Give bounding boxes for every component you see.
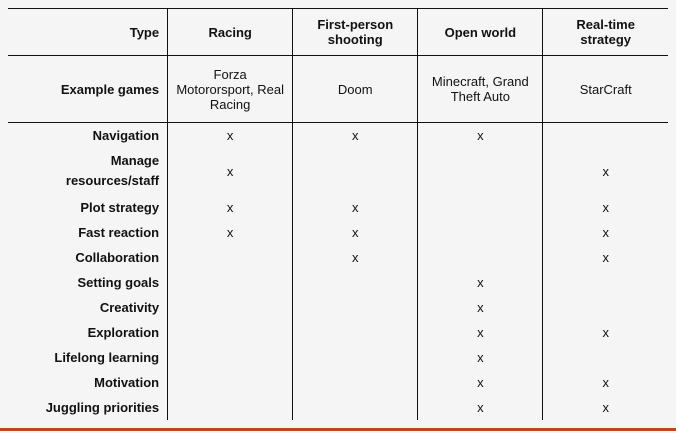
- mark-cell: x: [542, 369, 668, 395]
- mark-cell: x: [542, 319, 668, 345]
- table-row: Navigation x x x: [8, 122, 668, 148]
- mark-cell: [417, 147, 543, 195]
- row-label: Juggling priorities: [45, 399, 160, 415]
- accent-rule: [0, 428, 676, 431]
- row-label: Navigation: [92, 127, 160, 143]
- mark-cell: [167, 244, 293, 270]
- mark-cell: [292, 319, 418, 345]
- mark-cell: x: [542, 194, 668, 220]
- row-label: Lifelong learning: [54, 349, 160, 365]
- example-rts: StarCraft: [542, 55, 668, 123]
- mark-cell: x: [417, 319, 543, 345]
- mark-cell: [292, 344, 418, 370]
- mark-cell: [542, 122, 668, 148]
- mark-cell: x: [417, 269, 543, 295]
- mark-cell: [167, 369, 293, 395]
- mark-cell: x: [167, 194, 293, 220]
- mark-cell: [417, 194, 543, 220]
- mark-cell: [542, 344, 668, 370]
- mark-cell: x: [167, 122, 293, 148]
- row-label: Motivation: [94, 374, 160, 390]
- table-row: Fast reaction x x x: [8, 219, 668, 245]
- column-header-racing: Racing: [167, 8, 293, 56]
- table-row: Creativity x: [8, 294, 668, 320]
- table-row: Manage resources/staff x x: [8, 147, 668, 195]
- mark-cell: x: [167, 219, 293, 245]
- mark-cell: x: [417, 394, 543, 420]
- mark-cell: [167, 394, 293, 420]
- example-games-label: Example games: [60, 81, 160, 97]
- mark-cell: [292, 147, 418, 195]
- column-header-open-world: Open world: [417, 8, 543, 56]
- table-row: Juggling priorities x x: [8, 394, 668, 420]
- column-header-rts: Real-time strategy: [542, 8, 668, 56]
- row-label: Manage resources/staff: [65, 153, 160, 188]
- table-row: Plot strategy x x x: [8, 194, 668, 220]
- table-row: Exploration x x: [8, 319, 668, 345]
- mark-cell: x: [542, 219, 668, 245]
- mark-cell: [292, 294, 418, 320]
- example-fps: Doom: [292, 55, 418, 123]
- mark-cell: [542, 294, 668, 320]
- mark-cell: [167, 344, 293, 370]
- column-header-fps: First-person shooting: [292, 8, 418, 56]
- mark-cell: x: [542, 394, 668, 420]
- row-label: Plot strategy: [80, 199, 160, 215]
- game-type-skills-table: Type Racing First-person shooting Open w…: [8, 8, 668, 420]
- table-row: Setting goals x: [8, 269, 668, 295]
- example-games-row: Example games Forza Motororsport, Real R…: [8, 55, 668, 123]
- row-label: Creativity: [99, 299, 160, 315]
- mark-cell: x: [542, 147, 668, 195]
- mark-cell: x: [292, 122, 418, 148]
- mark-cell: [292, 369, 418, 395]
- row-label: Setting goals: [77, 274, 160, 290]
- header-row: Type Racing First-person shooting Open w…: [8, 8, 668, 56]
- row-label: Fast reaction: [78, 224, 160, 240]
- mark-cell: [167, 269, 293, 295]
- mark-cell: [417, 219, 543, 245]
- row-label: Exploration: [87, 324, 160, 340]
- type-header: Type: [129, 24, 160, 40]
- mark-cell: [292, 269, 418, 295]
- table-row: Collaboration x x: [8, 244, 668, 270]
- table-row: Motivation x x: [8, 369, 668, 395]
- mark-cell: [292, 394, 418, 420]
- mark-cell: [167, 294, 293, 320]
- mark-cell: [542, 269, 668, 295]
- mark-cell: x: [417, 122, 543, 148]
- example-racing: Forza Motororsport, Real Racing: [167, 55, 293, 123]
- mark-cell: x: [542, 244, 668, 270]
- mark-cell: [167, 319, 293, 345]
- mark-cell: x: [292, 194, 418, 220]
- mark-cell: x: [417, 344, 543, 370]
- example-open-world: Minecraft, Grand Theft Auto: [417, 55, 543, 123]
- mark-cell: x: [292, 219, 418, 245]
- mark-cell: x: [167, 147, 293, 195]
- mark-cell: x: [417, 369, 543, 395]
- row-label: Collaboration: [75, 249, 160, 265]
- mark-cell: [417, 244, 543, 270]
- mark-cell: x: [292, 244, 418, 270]
- mark-cell: x: [417, 294, 543, 320]
- table-row: Lifelong learning x: [8, 344, 668, 370]
